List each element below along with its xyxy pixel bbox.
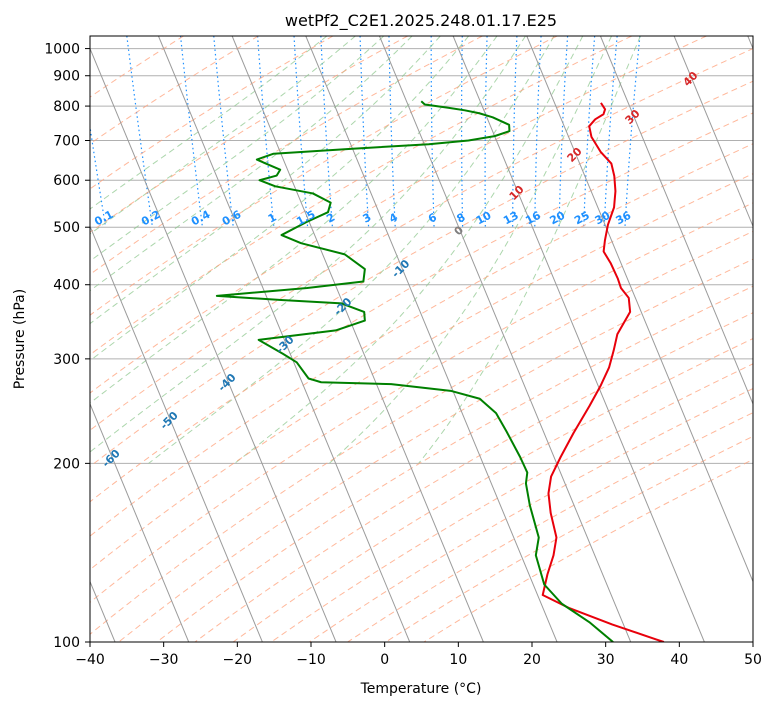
- mixing-ratio-label: 30: [593, 209, 613, 228]
- dry-adiabat: [309, 387, 753, 642]
- y-tick-label: 800: [53, 99, 80, 115]
- x-axis-label: Temperature (°C): [360, 681, 482, 697]
- isotherm-line: [90, 224, 263, 642]
- moist-adiabat: [90, 36, 441, 325]
- x-tick-label: 10: [449, 652, 467, 668]
- dry-adiabat: [90, 36, 707, 394]
- y-tick-label: 500: [53, 220, 80, 236]
- mixing-ratio-line: [293, 36, 309, 228]
- moist-adiabat: [90, 36, 526, 453]
- dry-adiabat: [90, 36, 483, 276]
- mixing-ratio-label: 16: [523, 209, 543, 228]
- dry-adiabat: [194, 312, 753, 642]
- mixing-ratio-line: [256, 36, 275, 228]
- x-tick-label: −20: [223, 652, 253, 668]
- x-tick-label: −40: [75, 652, 105, 668]
- dry-adiabat: [90, 230, 753, 635]
- isotherm-line: [526, 36, 753, 583]
- mixing-ratio-line: [359, 36, 370, 228]
- isotherm-line: [90, 402, 190, 642]
- mixing-ratio-label: 36: [614, 209, 634, 228]
- y-tick-label: 100: [53, 635, 80, 651]
- mixing-ratio-line: [320, 36, 334, 228]
- mixing-ratio-line: [213, 36, 234, 228]
- sounding-traces: [215, 100, 665, 642]
- isotherm-line: [231, 36, 484, 642]
- mixing-ratio-line: [484, 36, 488, 228]
- mixing-ratio-line: [90, 123, 107, 228]
- mixing-ratio-line: [558, 36, 569, 228]
- mixing-ratio-line: [534, 36, 542, 228]
- mixing-ratio-line: [430, 36, 435, 228]
- dry-adiabat: [90, 36, 259, 145]
- moist-adiabat: [90, 36, 356, 235]
- plot-frame: [89, 35, 754, 643]
- mixing-ratio-line: [583, 36, 596, 228]
- mixing-ratio-label: 13: [501, 209, 521, 228]
- dry-adiabat: [90, 143, 753, 537]
- y-tick-label: 1000: [44, 42, 80, 58]
- axes: −40 −30 −20 −10 0 10 20 30 40 50 100 200 300 400 500 60…: [44, 42, 762, 668]
- dry-adiabat: [90, 80, 753, 468]
- dewpoint-trace: [215, 100, 614, 642]
- moist-adiabat: [90, 36, 498, 404]
- x-tick-label: 0: [380, 652, 389, 668]
- y-tick-label: 200: [53, 456, 80, 472]
- mixing-ratio-line: [624, 36, 641, 228]
- pressure-gridlines: [90, 48, 753, 642]
- x-tick-label: 40: [670, 652, 688, 668]
- y-tick-label: 900: [53, 69, 80, 85]
- moist-adiabat: [90, 36, 328, 210]
- y-tick-label: 600: [53, 173, 80, 189]
- x-tick-label: −10: [296, 652, 326, 668]
- mixing-ratio-line: [512, 36, 518, 228]
- isotherm-line: [673, 36, 753, 228]
- y-tick-label: 700: [53, 133, 80, 149]
- mixing-ratio-line: [179, 36, 204, 228]
- isotherm-line: [90, 47, 337, 642]
- temperature-trace: [541, 102, 665, 642]
- dry-adiabat: [90, 36, 334, 190]
- y-tick-label: 300: [53, 352, 80, 368]
- isotherm-line: [305, 36, 558, 642]
- mixing-ratio-line: [460, 36, 464, 228]
- isotherm-line: [378, 36, 632, 642]
- x-tick-label: −30: [149, 652, 179, 668]
- mixing-ratio-label: 10: [474, 209, 494, 228]
- x-tick-label: 20: [523, 652, 541, 668]
- x-tick-label: 30: [597, 652, 615, 668]
- moist-adiabat: [148, 36, 555, 464]
- moist-adiabat: [90, 36, 413, 292]
- y-tick-label: 400: [53, 278, 80, 294]
- mixing-ratio-line: [603, 36, 618, 228]
- dry-adiabat: [90, 36, 633, 356]
- mixing-ratio-label: 20: [548, 209, 568, 228]
- dry-adiabat: [90, 48, 753, 431]
- isotherm-line: [599, 36, 753, 406]
- chart-title: wetPf2_C2E1.2025.248.01.17.E25: [285, 11, 557, 31]
- dry-adiabat: [90, 202, 753, 603]
- moist-adiabat: [418, 36, 641, 464]
- dry-adiabat: [90, 36, 558, 316]
- dry-adiabat: [232, 337, 753, 642]
- isotherm-line: [157, 36, 411, 642]
- mixing-ratio-label: 25: [572, 209, 592, 228]
- x-tick-label: 50: [744, 652, 762, 668]
- y-axis-label: Pressure (hPa): [12, 289, 28, 389]
- moist-adiabat: [328, 36, 612, 464]
- moist-adiabat: [90, 36, 470, 362]
